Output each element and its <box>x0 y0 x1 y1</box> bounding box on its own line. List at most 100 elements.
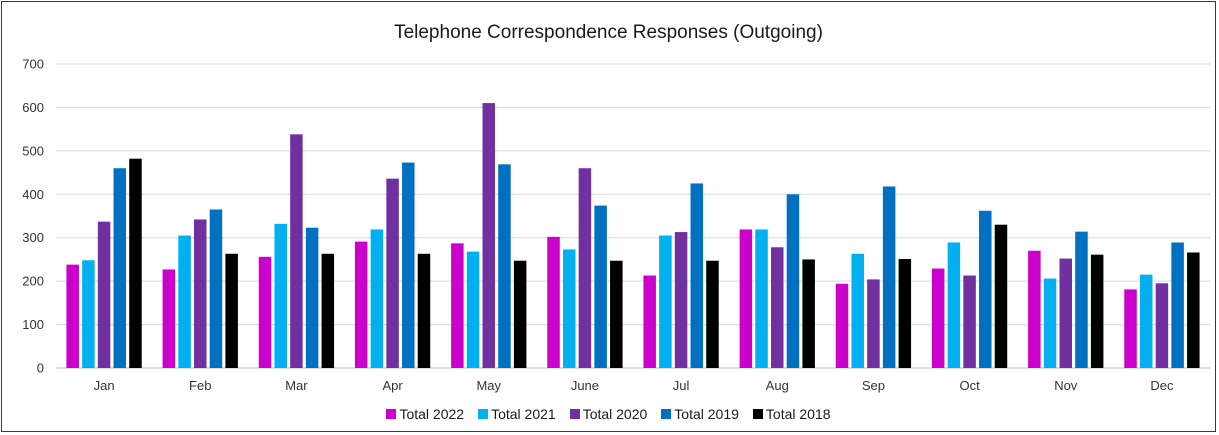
bar <box>1075 231 1088 368</box>
bar <box>354 241 368 368</box>
y-tick-label: 700 <box>22 57 44 72</box>
bar <box>755 229 768 368</box>
bar <box>113 168 127 368</box>
y-tick-label: 0 <box>37 361 44 376</box>
bars <box>66 103 1200 368</box>
x-tick-label: Apr <box>382 378 403 393</box>
legend-label: Total 2021 <box>491 406 556 422</box>
legend-swatch <box>752 409 763 419</box>
bar <box>194 219 207 368</box>
legend-item: Total 2019 <box>661 406 739 422</box>
y-tick-label: 100 <box>22 317 44 332</box>
x-tick-label: Jan <box>94 378 115 393</box>
legend-swatch <box>569 409 580 419</box>
bar <box>66 264 79 368</box>
bar <box>209 209 223 368</box>
legend-item: Total 2020 <box>569 406 648 422</box>
legend-swatch <box>386 409 397 419</box>
bar <box>898 258 912 368</box>
x-axis-ticks: Jan Feb Mar Apr May June Jul Aug Sep Oct Nov Dec <box>94 378 1174 393</box>
x-tick-label: Sep <box>862 378 885 393</box>
y-tick-label: 400 <box>22 187 44 202</box>
gridlines <box>56 63 1210 369</box>
bar <box>547 236 560 368</box>
x-tick-label: May <box>476 378 501 393</box>
bar <box>659 235 672 368</box>
bar <box>1028 250 1041 368</box>
bar <box>1171 242 1184 368</box>
y-tick-label: 300 <box>22 230 44 245</box>
x-tick-label: Dec <box>1150 378 1174 393</box>
bar <box>417 253 431 368</box>
legend-item: Total 2021 <box>478 406 556 422</box>
bar <box>867 279 880 368</box>
x-tick-label: Oct <box>959 378 980 393</box>
x-tick-label: Aug <box>766 378 789 393</box>
bar <box>97 221 111 368</box>
legend-label: Total 2022 <box>399 406 465 422</box>
bar <box>931 268 945 368</box>
y-tick-label: 500 <box>22 143 44 158</box>
bar <box>82 260 95 368</box>
x-tick-label: Feb <box>189 378 211 393</box>
x-tick-label: Jul <box>673 378 690 393</box>
bar <box>513 260 527 368</box>
bar <box>690 183 704 368</box>
bar <box>771 247 784 368</box>
bar <box>1090 254 1104 368</box>
bar <box>290 134 303 368</box>
bar <box>178 235 191 368</box>
bar <box>706 260 719 368</box>
legend-label: Total 2018 <box>765 406 831 422</box>
bar <box>835 283 849 368</box>
bar <box>466 251 480 368</box>
bar <box>1059 258 1072 368</box>
x-tick-label: June <box>571 378 599 393</box>
bar <box>1139 274 1153 368</box>
y-axis-ticks: 0 100 200 300 400 500 600 700 <box>22 57 44 376</box>
bar <box>498 164 511 368</box>
bar <box>947 242 961 368</box>
legend-swatch <box>661 409 672 419</box>
chart-legend: Total 2022 Total 2021 Total 2020 Total 2019… <box>0 406 1217 422</box>
bar <box>739 229 753 368</box>
legend-label: Total 2019 <box>674 406 739 422</box>
legend-item: Total 2018 <box>752 406 831 422</box>
x-tick-label: Mar <box>285 378 308 393</box>
x-tick-label: Nov <box>1054 378 1078 393</box>
bar <box>451 243 464 368</box>
bar <box>643 275 656 368</box>
bar <box>1043 278 1057 368</box>
bar <box>963 275 976 368</box>
bar <box>802 259 815 368</box>
bar <box>882 186 896 368</box>
bar <box>162 269 176 368</box>
y-tick-label: 600 <box>22 100 44 115</box>
bar <box>482 103 495 368</box>
bar <box>578 168 592 368</box>
bar <box>274 223 287 368</box>
legend-swatch <box>478 409 489 419</box>
bar <box>402 162 415 368</box>
bar <box>979 210 992 368</box>
bar <box>994 224 1008 368</box>
bar <box>225 253 238 368</box>
bar <box>1124 289 1137 368</box>
bar <box>305 227 319 368</box>
bar <box>258 256 272 368</box>
y-tick-label: 200 <box>22 274 44 289</box>
bar <box>1155 283 1169 368</box>
bar <box>1187 252 1200 368</box>
bar <box>129 158 142 368</box>
bar <box>594 205 607 368</box>
chart-title: Telephone Correspondence Responses (Outg… <box>394 22 823 43</box>
bar <box>851 253 864 368</box>
bar <box>786 194 800 368</box>
bar <box>610 260 623 368</box>
bar <box>674 232 688 368</box>
bar <box>386 178 399 368</box>
bar <box>321 253 335 368</box>
legend-item: Total 2022 <box>386 406 464 422</box>
legend-label: Total 2020 <box>582 406 648 422</box>
